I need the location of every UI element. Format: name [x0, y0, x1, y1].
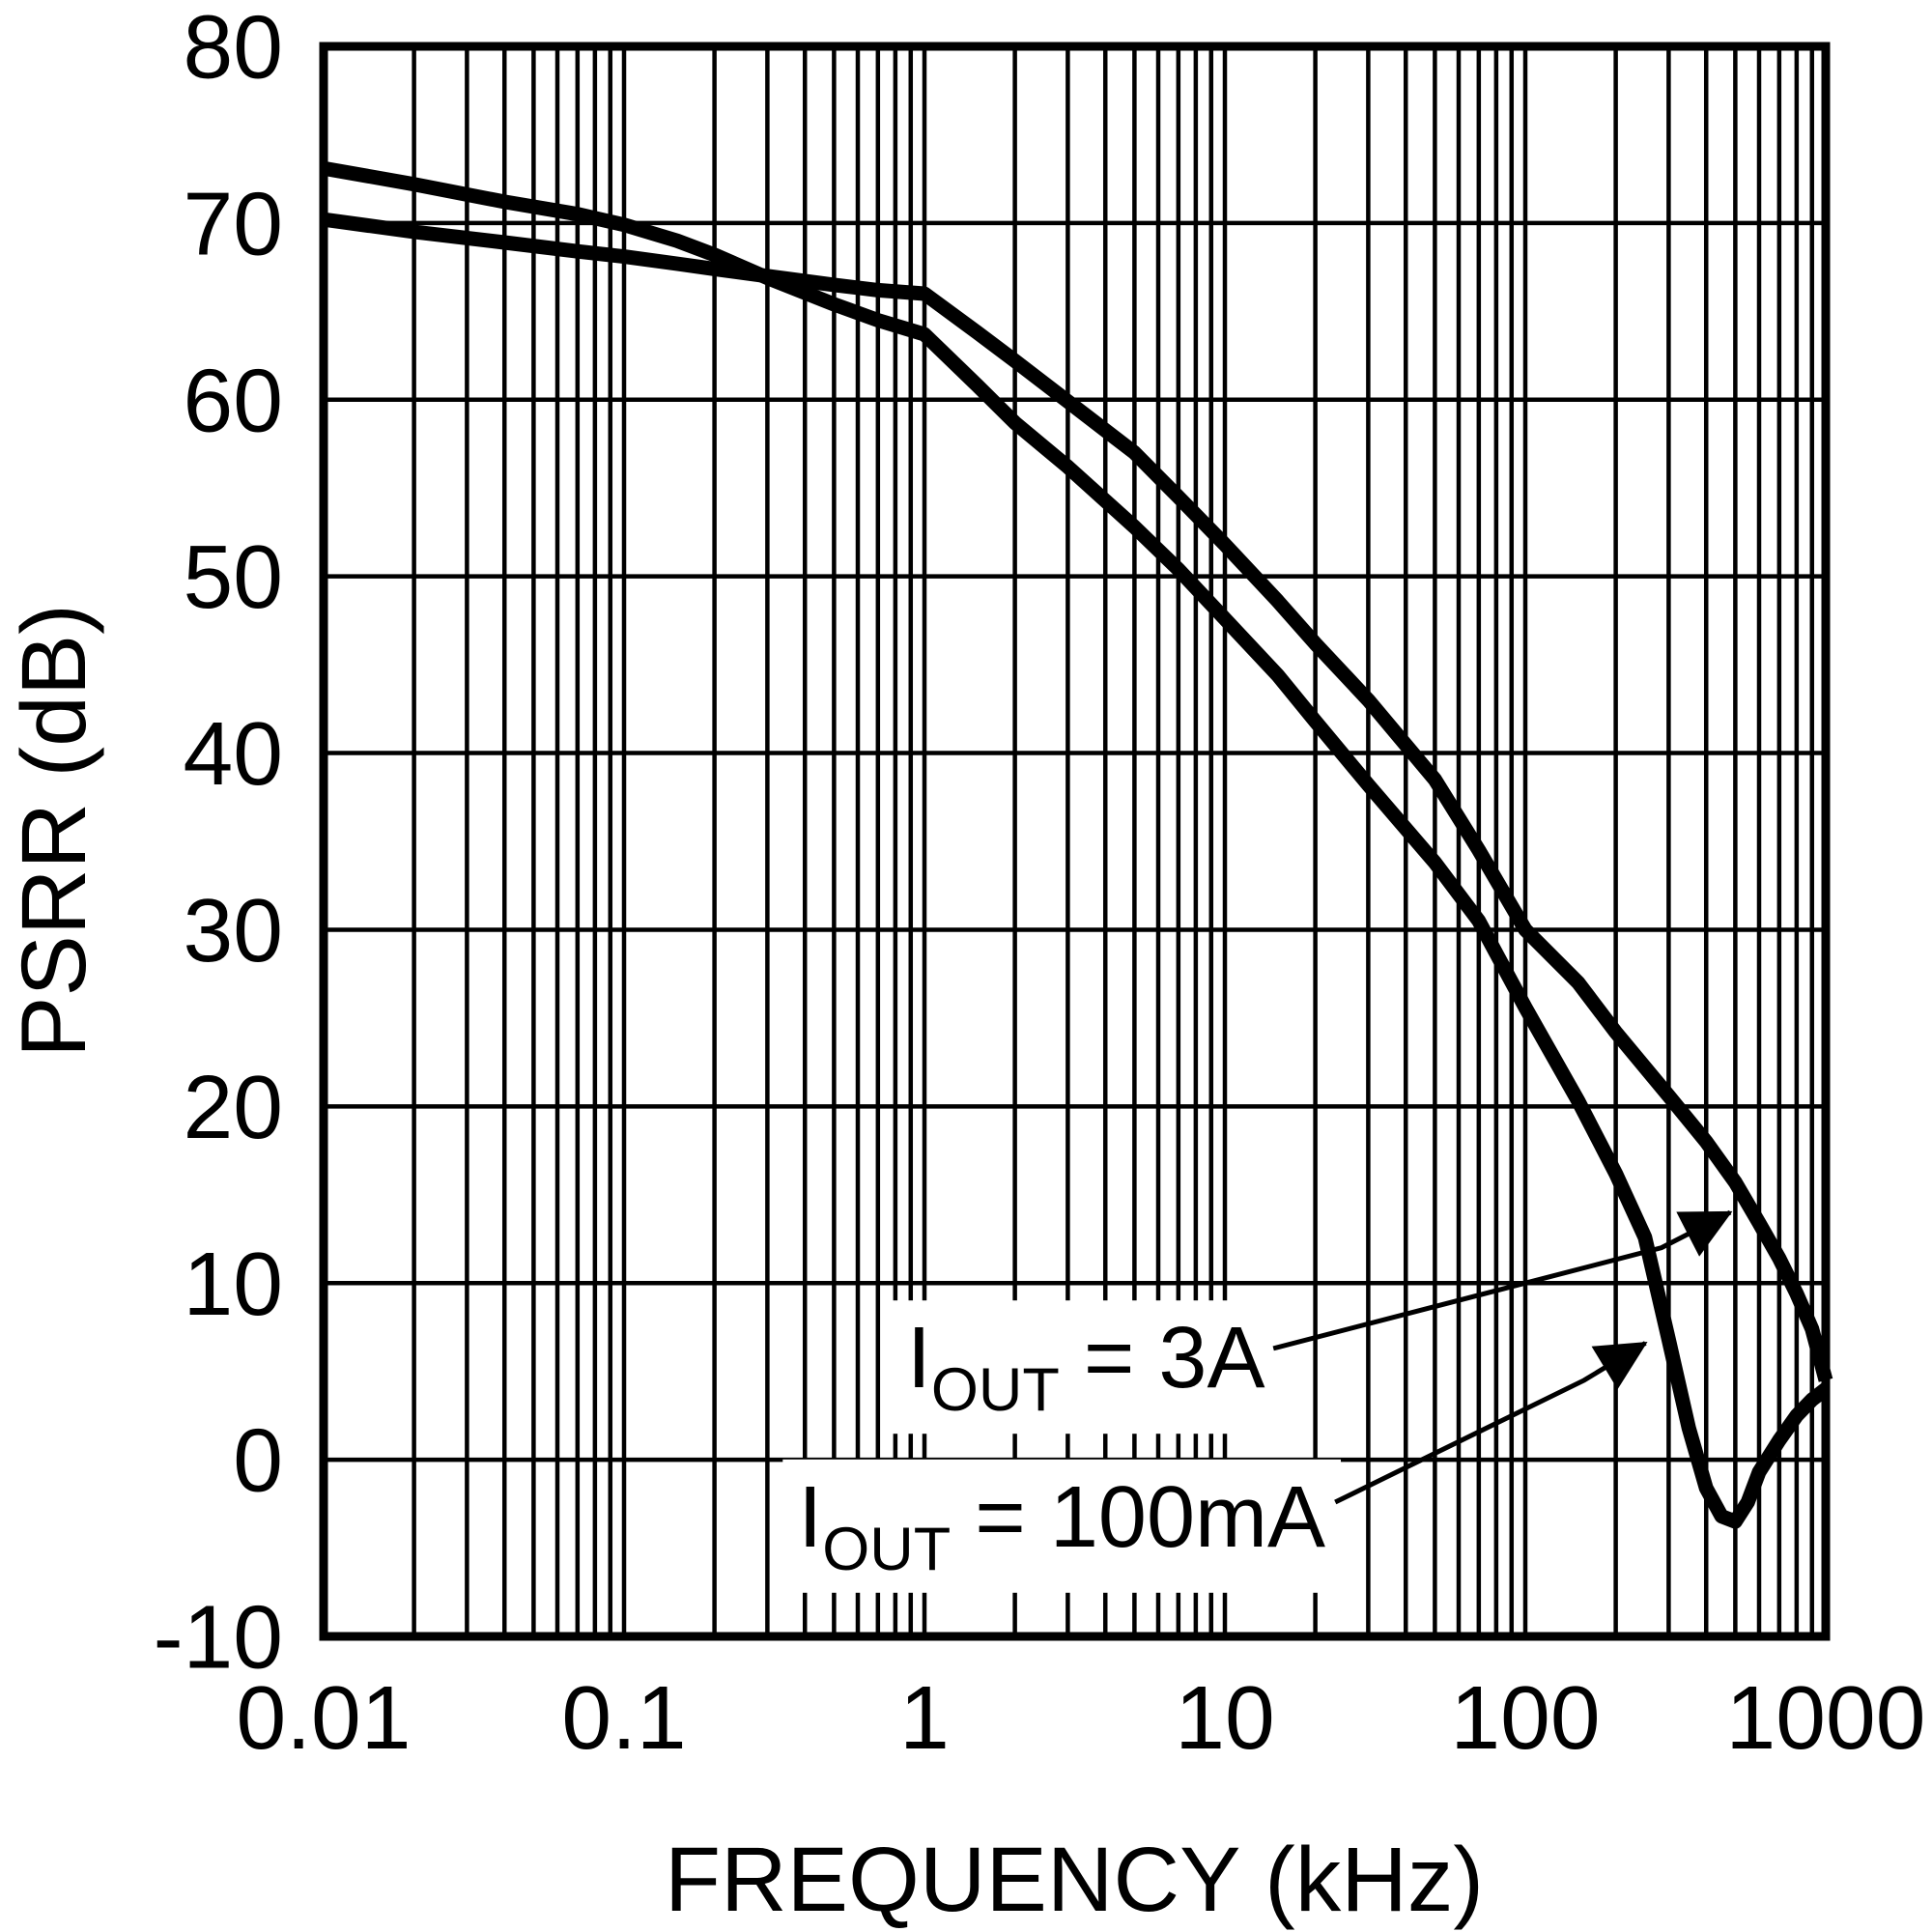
annotations: IOUT = 3A IOUT = 100mA [782, 1209, 1733, 1593]
x-tick-label: 0.1 [561, 1667, 686, 1768]
annotation-label: IOUT = 100mA [798, 1469, 1325, 1583]
series-curves [322, 160, 1833, 1529]
annotation-label-background [891, 1300, 1281, 1435]
x-tick-label: 0.01 [236, 1667, 411, 1768]
x-tick-label: 100 [1450, 1667, 1600, 1768]
y-tick-label: -10 [154, 1587, 283, 1688]
annotation-label: IOUT = 3A [907, 1310, 1265, 1424]
annotation-label-background [782, 1459, 1342, 1593]
y-tick-label: 20 [184, 1057, 283, 1157]
y-tick-label: 80 [184, 0, 283, 98]
curve-iout-100ma [322, 160, 1831, 1529]
y-tick-label: 40 [184, 703, 283, 804]
x-tick-label: 1 [899, 1667, 950, 1768]
annotation-arrow [1334, 1341, 1648, 1505]
plot-frame [319, 42, 1831, 1641]
annotation-iout-100ma: IOUT = 100mA [782, 1341, 1648, 1593]
x-axis-title: FREQUENCY (kHz) [665, 1829, 1484, 1931]
annotation-iout-3a: IOUT = 3A [891, 1209, 1733, 1435]
y-tick-label: 60 [184, 350, 283, 450]
y-tick-label: 0 [233, 1410, 283, 1511]
y-tick-label: 50 [184, 526, 283, 627]
annotation-arrow [1272, 1209, 1733, 1351]
y-tick-label: 10 [184, 1234, 283, 1334]
x-tick-label: 10 [1175, 1667, 1274, 1768]
curve-iout-3a [322, 212, 1833, 1382]
x-tick-label: 1000 [1726, 1667, 1926, 1768]
y-axis-title: PSRR (dB) [3, 604, 105, 1058]
y-tick-label: 30 [184, 880, 283, 980]
y-tick-label: 70 [184, 173, 283, 273]
